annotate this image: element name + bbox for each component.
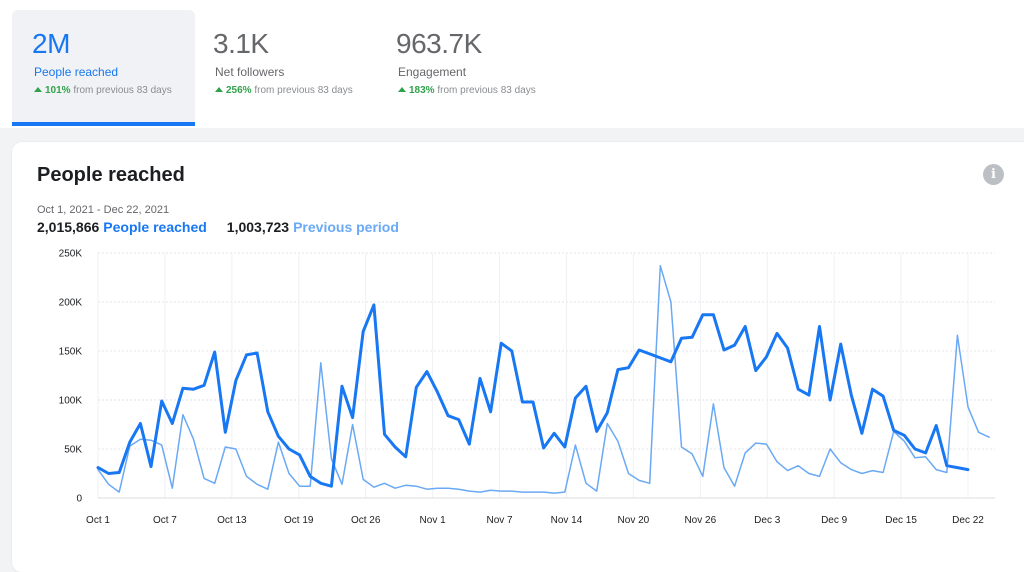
x-tick-label: Oct 26 xyxy=(351,515,381,526)
x-tick-label: Nov 1 xyxy=(420,515,447,526)
previous-period-legend: Previous period xyxy=(293,219,399,235)
change-text: from previous 83 days xyxy=(73,85,172,96)
date-range: Oct 1, 2021 - Dec 22, 2021 xyxy=(37,204,170,216)
change-percent: 183% xyxy=(409,85,435,96)
tab-net-followers[interactable]: 3.1K Net followers 256% from previous 83… xyxy=(193,10,373,126)
x-tick-label: Dec 3 xyxy=(754,515,781,526)
x-tick-label: Nov 26 xyxy=(684,515,716,526)
card-title: People reached xyxy=(37,164,185,186)
x-tick-label: Dec 22 xyxy=(952,515,984,526)
change-text: from previous 83 days xyxy=(437,85,536,96)
previous-total: 1,003,723 xyxy=(226,219,290,235)
current-period-legend: People reached xyxy=(103,219,207,235)
current-total: 2,015,866 xyxy=(37,219,100,235)
arrow-up-icon xyxy=(34,87,42,92)
tab-people-reached[interactable]: 2M People reached 101% from previous 83 … xyxy=(12,10,195,126)
x-tick-label: Oct 7 xyxy=(153,515,177,526)
tab-metric-value: 2M xyxy=(32,28,70,59)
y-tick-label: 250K xyxy=(59,249,83,260)
tab-metric-label: Engagement xyxy=(398,65,467,79)
x-tick-label: Nov 14 xyxy=(551,515,583,526)
x-tick-label: Oct 1 xyxy=(86,515,110,526)
y-tick-label: 150K xyxy=(59,347,83,358)
change-text: from previous 83 days xyxy=(254,85,353,96)
tab-engagement[interactable]: 963.7K Engagement 183% from previous 83 … xyxy=(376,10,566,126)
active-tab-indicator xyxy=(12,122,195,126)
series-line-previous-period xyxy=(97,264,990,494)
people-reached-line-chart: 0 50K 100K 150K 200K 250K Oct 1 Oct 7 Oct 13 Oct … xyxy=(59,249,995,526)
tab-metric-change: 183% from previous 83 days xyxy=(398,85,536,96)
x-tick-label: Oct 13 xyxy=(217,515,247,526)
y-tick-label: 200K xyxy=(59,298,83,309)
y-tick-label: 50K xyxy=(64,445,82,456)
y-tick-label: 0 xyxy=(76,494,82,505)
x-tick-label: Dec 9 xyxy=(821,515,848,526)
tab-metric-value: 3.1K xyxy=(213,28,269,59)
metrics-tab-bar: 2M People reached 101% from previous 83 … xyxy=(0,0,1024,128)
x-tick-label: Nov 7 xyxy=(486,515,513,526)
arrow-up-icon xyxy=(215,87,223,92)
arrow-up-icon xyxy=(398,87,406,92)
y-tick-label: 100K xyxy=(59,396,83,407)
tab-metric-label: People reached xyxy=(34,65,119,79)
change-percent: 256% xyxy=(226,85,252,96)
period-totals: 2,015,866 People reached 1,003,723 Previous… xyxy=(37,219,399,235)
people-reached-card: People reached i Oct 1, 2021 - Dec 22, 2… xyxy=(12,142,1024,572)
tab-metric-change: 101% from previous 83 days xyxy=(34,85,172,96)
change-percent: 101% xyxy=(45,85,71,96)
x-tick-label: Oct 19 xyxy=(284,515,314,526)
series-line-people-reached xyxy=(96,303,970,488)
x-tick-label: Nov 20 xyxy=(618,515,650,526)
x-tick-label: Dec 15 xyxy=(885,515,917,526)
tab-metric-label: Net followers xyxy=(215,65,285,79)
tab-metric-change: 256% from previous 83 days xyxy=(215,85,353,96)
info-icon[interactable]: i xyxy=(983,164,1004,185)
tab-metric-value: 963.7K xyxy=(396,28,482,59)
